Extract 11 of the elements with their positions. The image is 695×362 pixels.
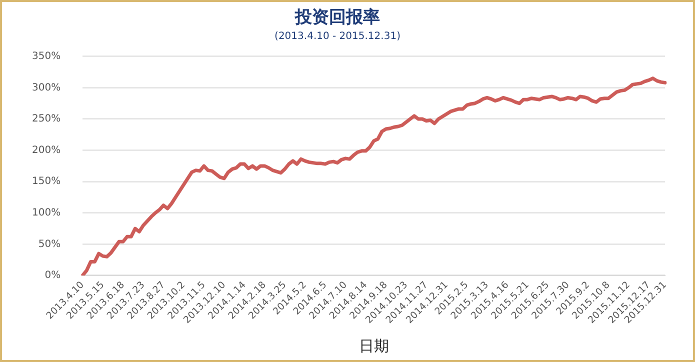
y-tick-label: 350% [32,50,61,62]
y-tick-label: 100% [32,207,61,218]
y-tick-label: 50% [38,238,61,250]
y-tick-label: 150% [32,176,61,188]
chart-title: 投资回报率 [294,8,380,28]
chart-subtitle: (2013.4.10 - 2015.12.31) [274,30,401,42]
y-tick-label: 0% [44,270,61,282]
y-tick-label: 200% [32,144,61,156]
x-axis-title: 日期 [358,336,389,355]
y-tick-label: 300% [32,82,61,94]
y-tick-label: 250% [32,114,61,125]
